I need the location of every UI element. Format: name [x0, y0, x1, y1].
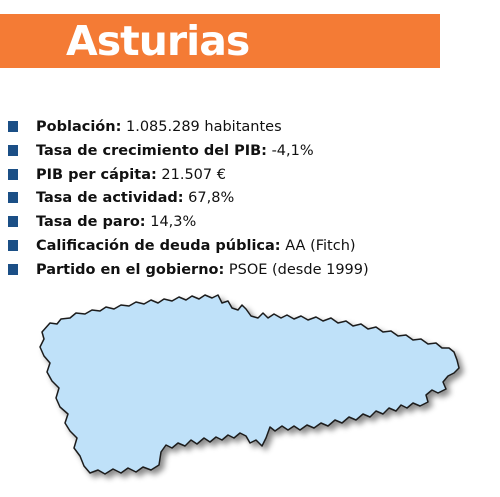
fact-label: Población: — [36, 119, 122, 135]
fact-label: PIB per cápita: — [36, 166, 157, 183]
square-bullet-icon — [8, 216, 18, 228]
fact-label: Tasa de crecimiento del PIB: — [36, 142, 267, 159]
fact-value: -4,1% — [266, 142, 314, 159]
fact-label: Tasa de paro: — [36, 214, 146, 231]
asturias-map-shape — [39, 294, 460, 475]
fact-value: 14,3% — [145, 214, 197, 231]
fact-value: AA (Fitch) — [280, 237, 356, 254]
square-bullet-icon — [8, 121, 18, 132]
square-bullet-icon — [8, 168, 18, 180]
fact-value: 21.507 € — [156, 166, 226, 183]
fact-value: 1.085.289 habitantes — [121, 119, 282, 135]
fact-value: PSOE (desde 1999) — [224, 261, 369, 278]
square-bullet-icon — [8, 144, 18, 156]
region-map — [0, 280, 500, 497]
page-title: Asturias — [66, 17, 250, 65]
title-banner: Asturias — [0, 14, 440, 68]
square-bullet-icon — [8, 239, 18, 251]
square-bullet-icon — [8, 192, 18, 204]
fact-label: Tasa de actividad: — [36, 190, 184, 207]
fact-label: Partido en el gobierno: — [36, 261, 225, 278]
square-bullet-icon — [8, 263, 18, 275]
fact-label: Calificación de deuda pública: — [36, 237, 281, 254]
asturias-map-svg — [39, 294, 460, 475]
fact-value: 67,8% — [183, 190, 235, 207]
